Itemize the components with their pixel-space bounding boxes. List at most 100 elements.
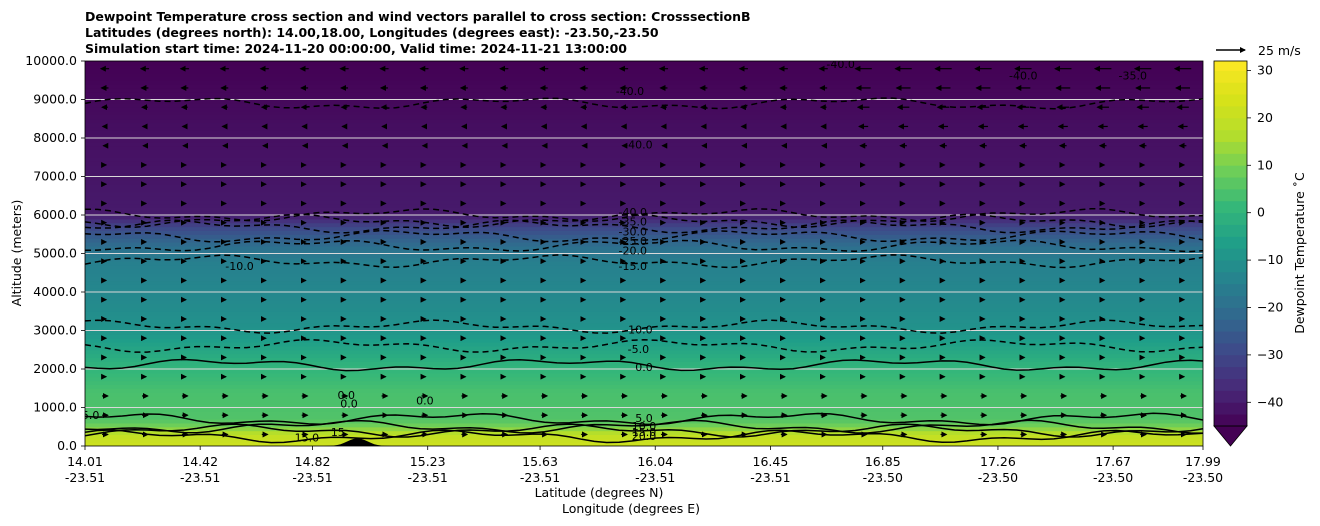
colorbar-tick-label: 30	[1257, 62, 1273, 77]
colorbar-band	[1214, 200, 1247, 214]
x-tick-label-lat: 17.26	[980, 454, 1016, 469]
colorbar-band	[1214, 295, 1247, 308]
colorbar-band	[1214, 61, 1247, 71]
colorbar-tick-label: −40	[1257, 394, 1283, 409]
colorbar-band	[1214, 106, 1247, 119]
dewpoint-band	[85, 322, 1203, 328]
colorbar-band	[1214, 177, 1247, 190]
x-tick-label-lat: 17.99	[1185, 454, 1221, 469]
contour-label: 20.0	[632, 430, 657, 443]
dewpoint-band	[85, 372, 1203, 378]
dewpoint-band	[85, 395, 1203, 401]
y-tick-label: 0.0	[57, 438, 77, 453]
colorbar-band	[1214, 402, 1247, 415]
contour-label: 0.0	[416, 395, 434, 408]
chart-title-block: Dewpoint Temperature cross section and w…	[85, 9, 751, 56]
dewpoint-band	[85, 61, 1203, 66]
dewpoint-contour-lines	[85, 97, 1203, 444]
colorbar-band	[1214, 271, 1247, 285]
colorbar-band	[1214, 129, 1247, 142]
x-axis-label-secondary: Longitude (degrees E)	[562, 501, 700, 516]
x-tick-label-lat: 14.01	[67, 454, 103, 469]
contour-label: -40.0	[619, 206, 647, 219]
colorbar-band	[1214, 343, 1247, 356]
dewpoint-band	[85, 80, 1203, 85]
dewpoint-band	[85, 369, 1203, 374]
contour-line	[85, 338, 1203, 353]
dewpoint-band	[85, 365, 1203, 370]
x-tick-label-lat: 15.63	[522, 454, 558, 469]
contour-label: -40.0	[616, 85, 644, 98]
contour-label: -20.0	[619, 245, 647, 258]
dewpoint-band	[85, 68, 1203, 74]
dewpoint-band	[85, 95, 1203, 101]
contour-label: -30.0	[619, 225, 647, 238]
colorbar-band	[1214, 153, 1247, 166]
dewpoint-band	[85, 234, 1203, 239]
x-tick-label-lon: -23.51	[292, 470, 332, 485]
colorbar-band	[1214, 307, 1247, 320]
dewpoint-band	[85, 99, 1203, 104]
dewpoint-band	[85, 311, 1203, 316]
x-tick-label-lat: 17.67	[1095, 454, 1131, 469]
y-axis-label: Altitude (meters)	[9, 200, 24, 307]
contour-label: 0.0	[337, 389, 355, 402]
dewpoint-band	[85, 392, 1203, 397]
dewpoint-band	[85, 299, 1203, 305]
dewpoint-band	[85, 111, 1203, 116]
x-tick-label-lon: -23.51	[180, 470, 220, 485]
dewpoint-band	[85, 114, 1203, 120]
contour-label: 10.0	[632, 420, 657, 433]
colorbar-band	[1214, 188, 1247, 202]
colorbar-band	[1214, 224, 1247, 237]
y-tick-label: 1000.0	[33, 400, 77, 415]
terrain-profile	[323, 438, 392, 446]
x-tick-label-lat: 14.82	[295, 454, 331, 469]
dewpoint-band	[85, 134, 1203, 139]
dewpoint-band	[85, 230, 1203, 235]
dewpoint-band	[85, 222, 1203, 228]
chart-title-line-1: Dewpoint Temperature cross section and w…	[85, 9, 751, 24]
colorbar-band	[1214, 248, 1247, 261]
dewpoint-band	[85, 118, 1203, 124]
colorbar-frame	[1213, 60, 1248, 427]
dewpoint-band	[85, 195, 1203, 201]
contour-label: -35.0	[619, 216, 647, 229]
dewpoint-band	[85, 161, 1203, 166]
contour-line	[85, 97, 1203, 110]
colorbar-band	[1214, 117, 1247, 131]
dewpoint-band	[85, 249, 1203, 255]
colorbar-band	[1214, 354, 1247, 368]
colorbar-tick-label: 0	[1257, 205, 1265, 220]
x-tick-label-lat: 16.85	[865, 454, 901, 469]
contour-line	[85, 319, 1203, 334]
chart-title-line-3: Simulation start time: 2024-11-20 00:00:…	[85, 41, 627, 56]
dewpoint-band	[85, 280, 1203, 285]
colorbar-band	[1214, 378, 1247, 391]
dewpoint-band	[85, 361, 1203, 366]
dewpoint-band	[85, 138, 1203, 143]
dewpoint-band	[85, 168, 1203, 174]
dewpoint-band	[85, 303, 1203, 308]
dewpoint-band	[85, 164, 1203, 170]
colorbar-extend-triangle	[1213, 425, 1248, 447]
dewpoint-band	[85, 64, 1203, 70]
dewpoint-band	[85, 153, 1203, 158]
x-tick-label-lat: 16.04	[637, 454, 673, 469]
dewpoint-band	[85, 253, 1203, 258]
contour-label: -15.0	[619, 260, 647, 273]
contour-label: 15	[331, 426, 345, 439]
dewpoint-band	[85, 334, 1203, 339]
x-axis-label: Latitude (degrees N)	[535, 485, 664, 500]
colorbar-band	[1214, 94, 1247, 107]
colorbar-band	[1214, 319, 1247, 332]
contour-label: -10.0	[225, 260, 253, 273]
colorbar-label: Dewpoint Temperature ˚C	[1292, 172, 1307, 334]
y-tick-label: 9000.0	[33, 92, 77, 107]
y-tick-label: 5000.0	[33, 246, 77, 261]
dewpoint-band	[85, 184, 1203, 189]
dewpoint-band	[85, 149, 1203, 154]
x-tick-label-lon: -23.50	[863, 470, 903, 485]
dewpoint-band	[85, 415, 1203, 420]
